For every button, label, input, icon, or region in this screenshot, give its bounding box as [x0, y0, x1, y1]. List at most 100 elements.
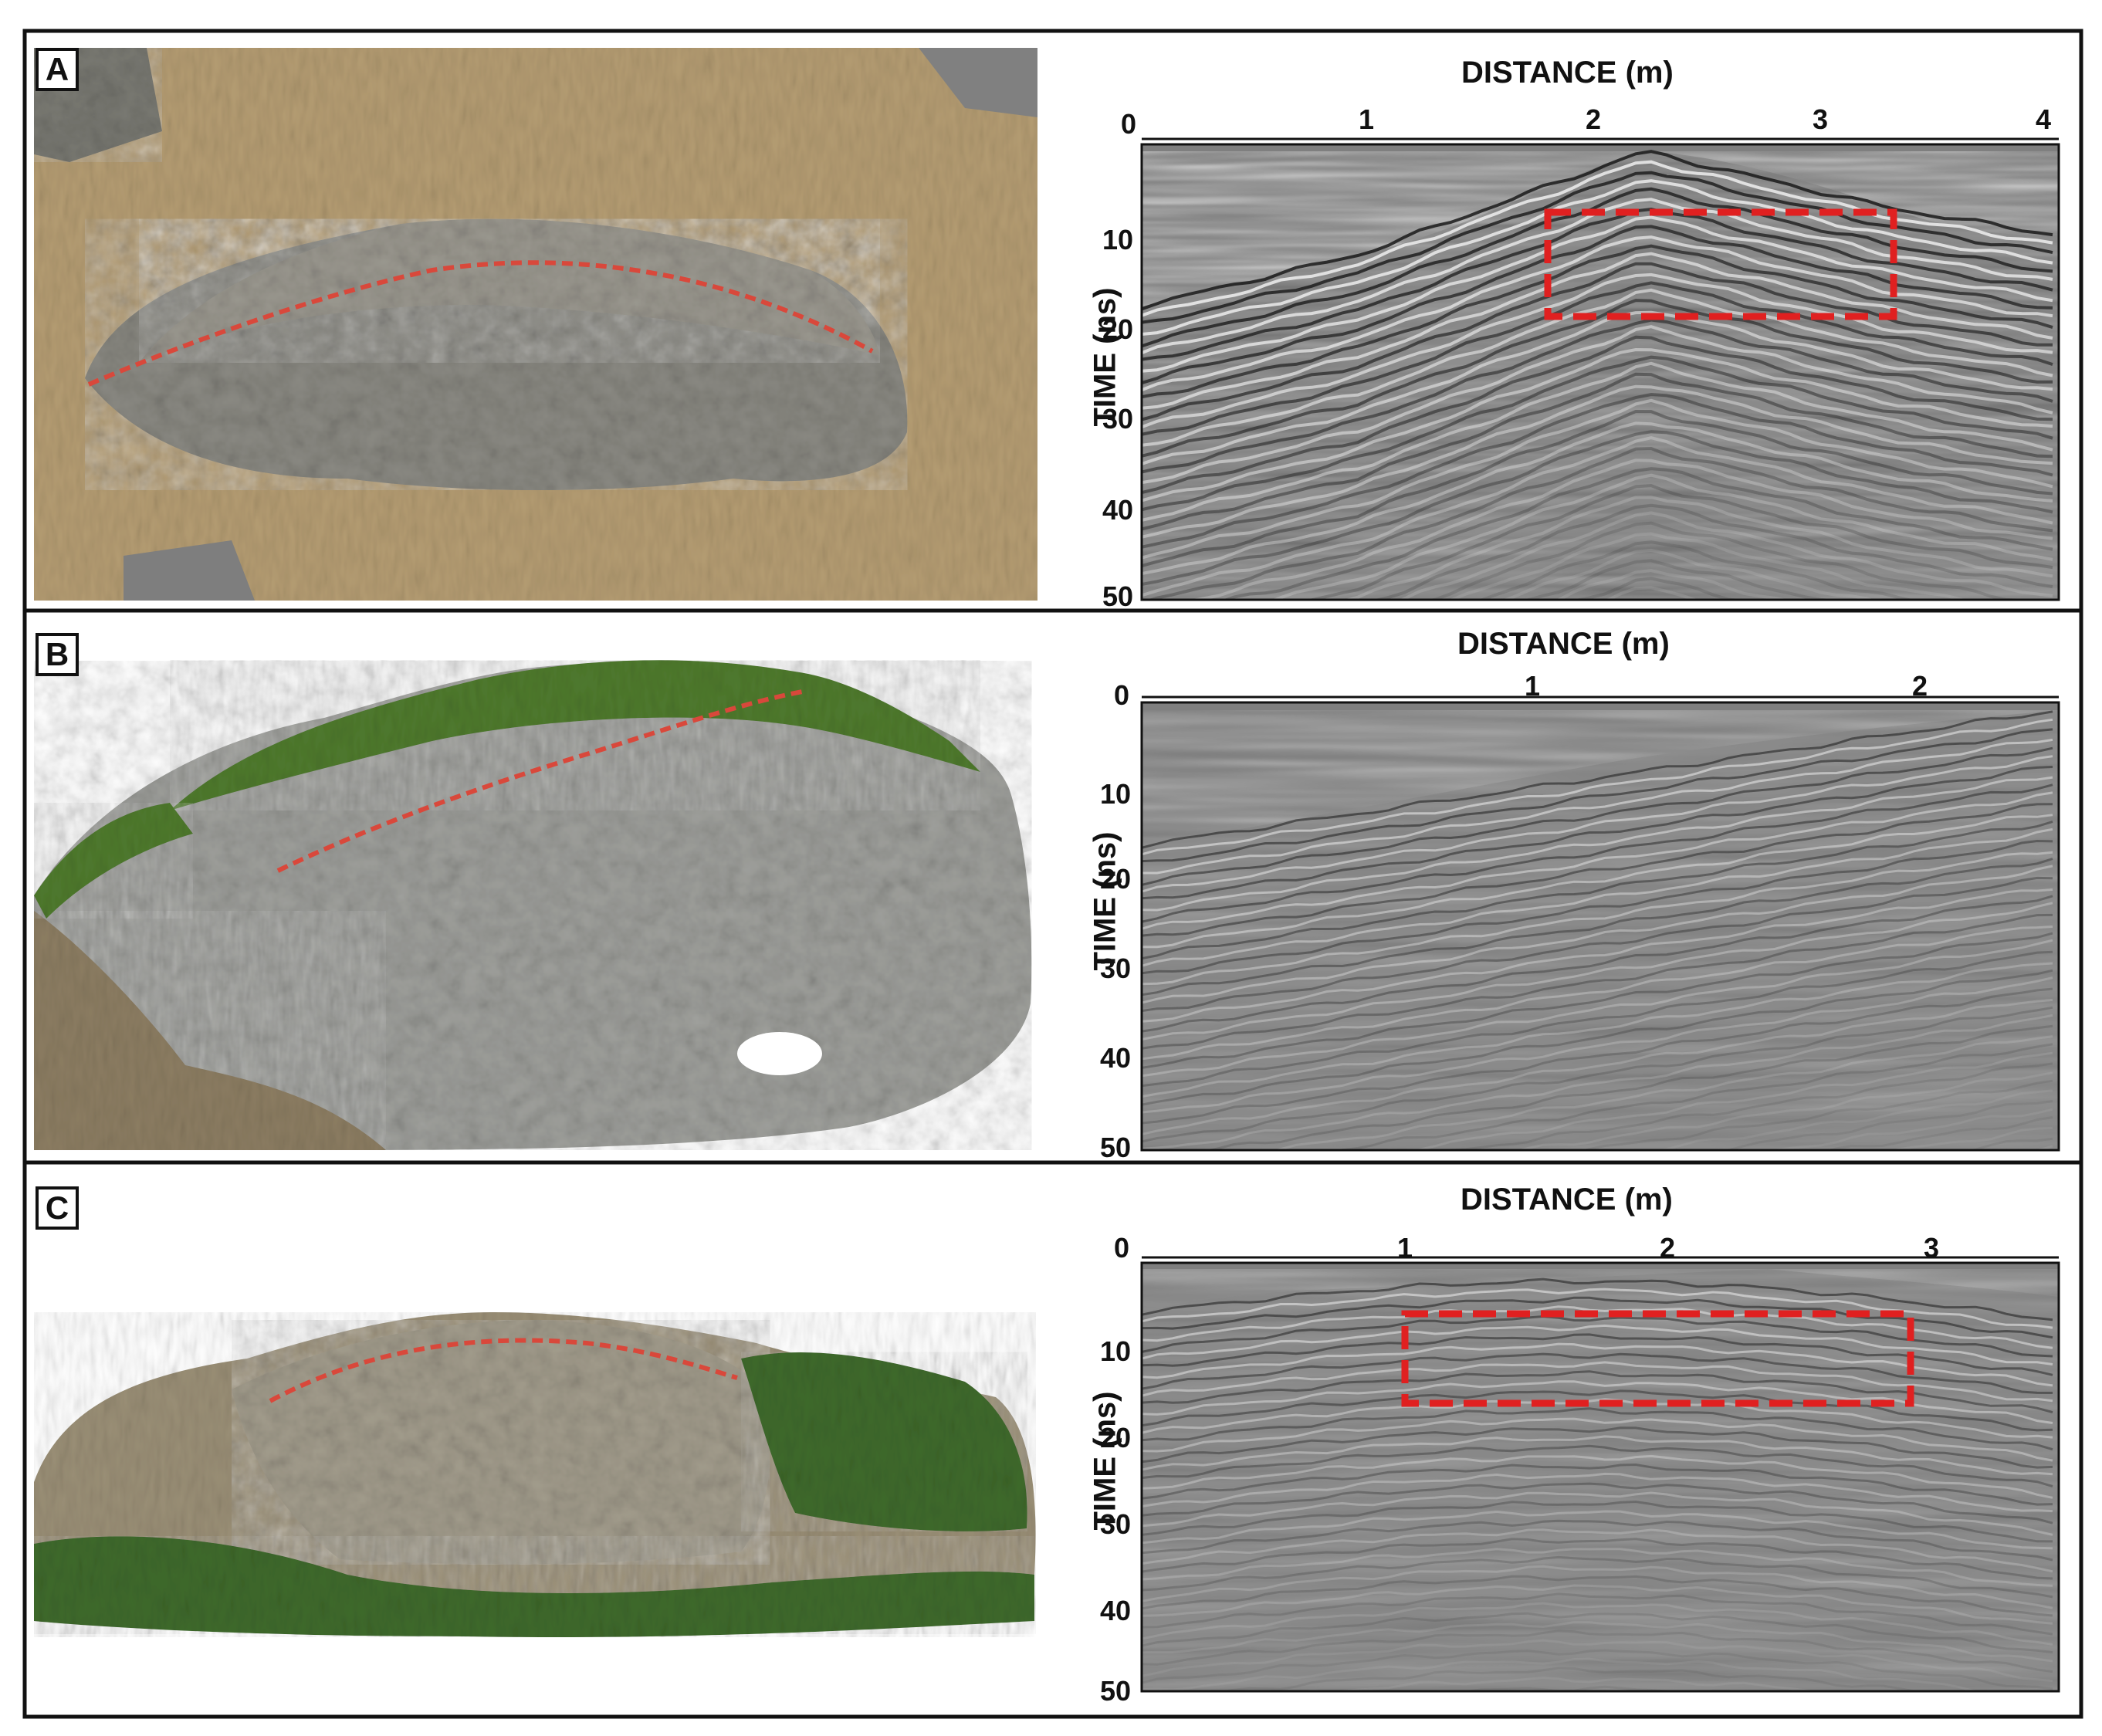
reflection-band [1146, 446, 2053, 600]
reflection-band [1205, 1024, 2053, 1150]
reflection-band [1142, 1333, 2053, 1376]
panel-a-radargram [1142, 144, 2059, 600]
panel-a-xtick: 2 [1586, 103, 1602, 135]
panel-b-ytick: 10 [1100, 778, 1132, 810]
panel-a-ytick: 30 [1102, 403, 1134, 435]
reflection-band [1649, 1089, 2053, 1150]
reflection-band [1142, 1342, 2053, 1387]
panel-c-photo [34, 1312, 1036, 1637]
reflection-band [1142, 335, 2053, 495]
reflection-band [1555, 568, 1790, 600]
reflection-band [1142, 926, 2053, 1061]
panel-b-ytick: 30 [1100, 953, 1132, 984]
reflection-band [1142, 858, 2053, 997]
reflection-band [1142, 1575, 2053, 1617]
reflection-band [1142, 179, 2053, 336]
panel-c-xtick: 2 [1660, 1232, 1676, 1264]
panel-c-xtick: 0 [1114, 1232, 1130, 1264]
reflection-band [1142, 299, 2053, 458]
reflection-band [1142, 776, 2053, 912]
reflection-band [1142, 827, 2053, 967]
panel-c-xtick: 3 [1924, 1232, 1940, 1264]
reflection-band [1142, 803, 2053, 937]
reflection-band [1142, 318, 2053, 474]
panel-a-ytick: 40 [1102, 494, 1134, 526]
panel-c-ytick: 10 [1100, 1335, 1132, 1367]
reflection-band [1142, 1380, 2053, 1424]
reflection-band [1142, 215, 2053, 373]
reflection-band [1142, 392, 2053, 549]
reflection-band [1333, 1043, 2053, 1150]
reflection-band [1142, 728, 2053, 863]
panel-a-highlight-box [1544, 208, 1897, 320]
reflection-band [1142, 1296, 2053, 1339]
panel-b [34, 660, 2060, 1152]
reflection-band [1524, 559, 1837, 600]
reflection-band [1142, 207, 2053, 361]
reflection-band [1142, 1315, 2053, 1358]
panel-b-letter: B [36, 633, 79, 676]
panel-c-xlabel: DISTANCE (m) [1461, 1183, 1673, 1217]
reflection-band [1372, 503, 2053, 600]
reflection-band [1142, 1389, 2053, 1432]
reflection-band [1142, 150, 2053, 311]
reflection-band [1461, 1685, 1738, 1691]
reflection-band [1142, 1602, 2053, 1646]
reflection-band [1342, 496, 2053, 600]
reflection-band [1142, 1629, 2053, 1673]
reflection-band [1142, 430, 2053, 586]
reflection-band [1142, 1510, 2053, 1550]
reflection-band [1273, 1035, 2053, 1150]
reflection-band [1142, 1352, 2053, 1394]
reflection-band [1142, 1454, 2053, 1499]
reflection-band [1142, 1361, 2053, 1403]
reflection-band [1142, 398, 2053, 560]
reflection-band [1142, 1528, 2053, 1573]
reflection-band [1142, 325, 2053, 485]
panel-b-reflections [1142, 710, 2053, 1150]
panel-a [34, 48, 2060, 601]
reflection-band [1142, 171, 2053, 324]
reflection-band [1142, 1639, 2053, 1683]
reflection-band [1142, 272, 2053, 429]
reflection-band [1142, 1006, 2053, 1143]
reflection-band [1142, 755, 2053, 893]
reflection-band [1142, 738, 2053, 875]
panel-a-photo [34, 48, 1037, 601]
reflection-band [1142, 1548, 2053, 1587]
reflection-band [1142, 1407, 2053, 1451]
reflection-band [1142, 939, 2053, 1078]
reflection-band [1142, 746, 2053, 886]
panel-c-ytick: 40 [1100, 1595, 1132, 1626]
panel-c-xtick: 1 [1397, 1232, 1413, 1264]
reflection-band [1142, 839, 2053, 975]
reflection-band [1142, 421, 2053, 575]
reflection-band [1142, 1657, 1984, 1691]
reflection-band [1142, 1621, 2053, 1663]
reflection-band [1142, 998, 2053, 1135]
reflection-band [1142, 1472, 2053, 1513]
reflection-band [1582, 1079, 2053, 1150]
panel-a-ytick: 20 [1102, 313, 1134, 345]
reflection-band [1142, 865, 2053, 1004]
reflection-band [1399, 511, 2053, 600]
reflection-band [1142, 1444, 2053, 1487]
panel-a-ytick: 10 [1102, 224, 1134, 255]
reflection-band [1295, 1676, 1853, 1691]
reflection-band [1516, 1071, 2053, 1150]
reflection-band [1271, 473, 2053, 600]
panel-b-xtick: 2 [1912, 670, 1928, 702]
reflection-band [1142, 791, 2053, 930]
reflection-band [1217, 1667, 1925, 1691]
reflection-band [1761, 1108, 2053, 1150]
reflection-band [1221, 467, 2053, 600]
panel-c-reflections [1142, 1277, 2053, 1691]
reflection-band [1142, 783, 2053, 923]
reflection-band [1142, 1370, 2053, 1414]
reflection-band [1142, 1014, 2053, 1150]
reflection-band [1142, 355, 2053, 512]
panel-b-xtick: 1 [1525, 670, 1541, 702]
reflection-band [1142, 1555, 2053, 1599]
panel-c-radargram [1142, 1263, 2059, 1691]
panel-c-ytick: 50 [1100, 1675, 1132, 1707]
